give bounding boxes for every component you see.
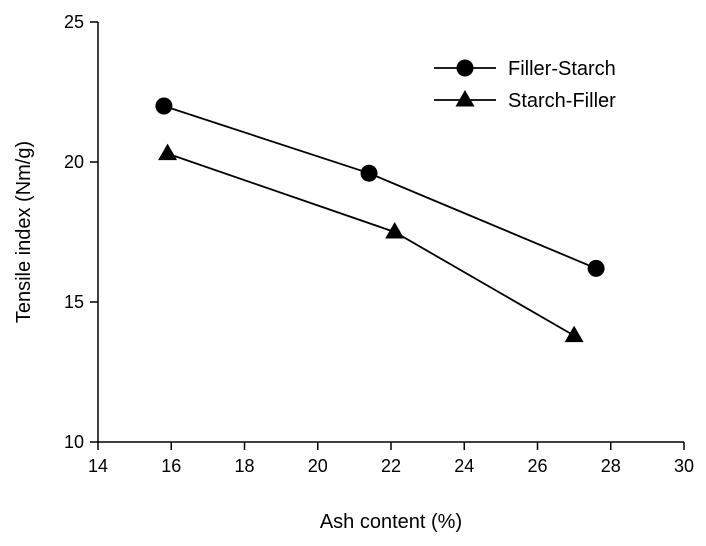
y-tick-label: 10 <box>64 432 84 452</box>
data-point <box>385 222 405 239</box>
x-axis-title: Ash content (%) <box>320 511 462 533</box>
y-axis-title: Tensile index (Nm/g) <box>13 141 35 323</box>
data-point <box>158 143 178 161</box>
series-layer <box>155 97 605 343</box>
legend: Filler-Starch Starch-Filler <box>434 58 616 112</box>
legend-entry: Starch-Filler <box>434 90 616 112</box>
x-tick-label: 30 <box>674 456 694 476</box>
x-tick-label: 16 <box>161 456 181 476</box>
series-starch-filler <box>158 143 584 343</box>
data-point <box>155 97 173 115</box>
x-tick-label: 18 <box>234 456 254 476</box>
y-tick-label: 25 <box>64 12 84 32</box>
ticks: 14 16 18 20 22 24 26 28 30 10 15 20 25 <box>64 12 694 476</box>
legend-label: Filler-Starch <box>508 58 616 80</box>
x-tick-label: 26 <box>527 456 547 476</box>
x-tick-label: 14 <box>88 456 108 476</box>
data-point <box>564 325 584 343</box>
data-point <box>587 259 605 277</box>
x-tick-label: 24 <box>454 456 474 476</box>
y-tick-label: 20 <box>64 152 84 172</box>
x-tick-label: 28 <box>601 456 621 476</box>
series-line <box>163 105 597 270</box>
data-point <box>360 164 378 182</box>
series-filler-starch <box>155 97 605 277</box>
legend-label: Starch-Filler <box>508 90 616 112</box>
legend-marker <box>455 90 475 107</box>
x-tick-label: 22 <box>381 456 401 476</box>
y-tick-label: 15 <box>64 292 84 312</box>
x-tick-label: 20 <box>308 456 328 476</box>
legend-marker <box>456 59 474 77</box>
legend-entry: Filler-Starch <box>434 58 616 80</box>
